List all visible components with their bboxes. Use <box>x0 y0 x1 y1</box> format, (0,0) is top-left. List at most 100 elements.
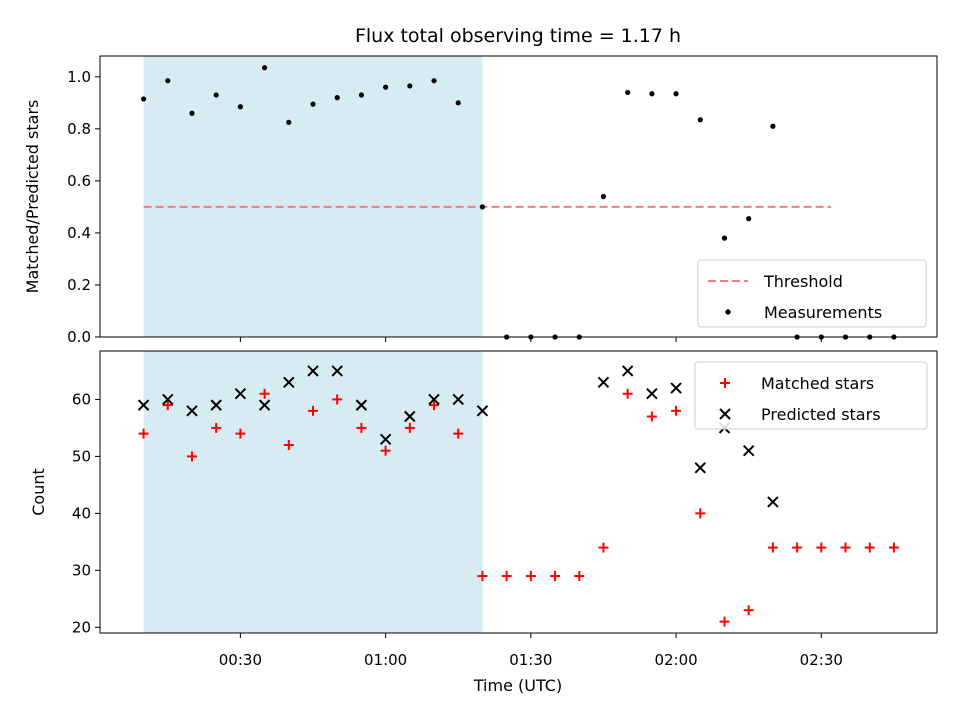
top-legend <box>697 259 927 328</box>
top-measurement-point <box>479 204 486 210</box>
top-measurement-point <box>746 216 752 222</box>
bottom-matched-point <box>235 428 246 439</box>
bottom-matched-point <box>719 616 730 627</box>
bottom-predicted-point <box>283 376 295 389</box>
bottom-predicted-point <box>597 376 610 389</box>
bottom-legend-matched-marker <box>720 378 730 388</box>
x-axis-label: Time (UTC) <box>473 676 562 695</box>
bottom-y-tick-label: 20 <box>72 618 91 636</box>
top-measurement-point <box>721 235 728 241</box>
bottom-panel: 20 30 40 50 60 Count Matched stars Predicted st… <box>29 350 938 669</box>
bottom-matched-point <box>598 542 609 553</box>
top-measurement-point <box>213 92 219 98</box>
top-y-tick-label: 0.8 <box>67 120 91 138</box>
bottom-matched-point <box>767 542 778 553</box>
top-y-tick-label: 0.2 <box>67 276 91 294</box>
top-measurement-point <box>358 92 365 98</box>
bottom-predicted-point <box>234 388 247 400</box>
bottom-y-tick-label: 60 <box>72 390 91 408</box>
bottom-matched-point <box>888 542 899 553</box>
bottom-matched-point <box>477 571 488 582</box>
top-y-tick-label: 0.0 <box>67 328 91 346</box>
top-legend-label: Threshold <box>763 272 843 291</box>
bottom-predicted-point <box>767 496 779 508</box>
top-measurement-point <box>455 100 461 106</box>
bottom-predicted-point <box>404 410 416 423</box>
top-legend-label: Measurements <box>764 303 882 322</box>
top-measurement-point <box>431 78 437 84</box>
bottom-matched-point <box>743 605 754 616</box>
bottom-legend <box>694 361 928 430</box>
bottom-predicted-point <box>476 405 489 417</box>
bottom-predicted-point <box>186 405 198 417</box>
bottom-matched-point <box>840 542 851 553</box>
bottom-matched-point <box>186 451 197 462</box>
bottom-matched-point <box>356 422 367 433</box>
top-measurement-point <box>649 91 655 97</box>
x-tick-label: 02:30 <box>800 651 843 669</box>
bottom-predicted-point <box>428 393 440 406</box>
x-tick-label: 00:30 <box>219 651 262 669</box>
bottom-matched-point <box>283 440 294 450</box>
bottom-y-tick-label: 40 <box>72 504 91 522</box>
bottom-predicted-point <box>621 365 634 377</box>
bottom-predicted-point <box>742 444 755 457</box>
top-measurement-point <box>383 84 389 90</box>
bottom-matched-point <box>211 422 222 433</box>
bottom-matched-point <box>816 542 827 553</box>
bottom-matched-point <box>429 400 440 411</box>
bottom-predicted-point <box>210 399 222 411</box>
bottom-y-tick-label: 30 <box>72 561 91 579</box>
top-observing-span <box>143 56 483 337</box>
bottom-legend-predicted-marker <box>719 408 731 420</box>
bottom-predicted-point <box>670 382 682 394</box>
bottom-matched-point <box>380 445 391 456</box>
bottom-predicted-point <box>694 462 706 474</box>
bottom-matched-point <box>138 428 149 439</box>
bottom-predicted-point <box>258 399 271 411</box>
bottom-predicted-point <box>307 365 319 377</box>
bottom-matched-point <box>550 571 561 582</box>
top-y-axis-label: Matched/Predicted stars <box>23 100 42 294</box>
top-measurement-point <box>770 123 776 129</box>
bottom-y-tick-label: 50 <box>72 447 91 465</box>
bottom-matched-point <box>622 388 633 399</box>
bottom-matched-point <box>646 411 657 422</box>
bottom-legend-label: Predicted stars <box>761 405 881 424</box>
bottom-predicted-point <box>646 388 658 400</box>
top-measurement-point <box>261 65 268 71</box>
bottom-predicted-point <box>162 393 174 406</box>
bottom-matched-point <box>501 571 512 582</box>
top-measurement-point <box>237 104 243 110</box>
bottom-predicted-point <box>379 433 392 446</box>
top-measurement-point <box>140 96 147 102</box>
top-measurement-point <box>407 83 413 89</box>
top-measurement-point <box>697 117 703 123</box>
top-measurement-point <box>625 89 631 96</box>
bottom-matched-point <box>525 571 536 582</box>
top-measurement-point <box>310 101 316 107</box>
bottom-matched-point <box>695 508 706 519</box>
bottom-predicted-point <box>331 365 343 377</box>
chart-title: Flux total observing time = 1.17 h <box>355 25 681 47</box>
bottom-matched-point <box>864 542 875 553</box>
top-y-tick-label: 0.6 <box>67 172 91 190</box>
top-y-tick-label: 1.0 <box>67 68 91 86</box>
top-y-tick-label: 0.4 <box>67 224 91 242</box>
bottom-matched-point <box>404 422 415 433</box>
top-measurement-point <box>286 119 292 125</box>
top-measurement-point <box>189 110 195 116</box>
bottom-predicted-point <box>355 399 368 411</box>
top-measurement-point <box>673 91 679 97</box>
bottom-matched-point <box>308 405 319 416</box>
top-measurement-point <box>600 193 607 200</box>
bottom-matched-point <box>453 428 464 439</box>
bottom-matched-point <box>792 542 803 553</box>
bottom-axes-frame <box>99 350 938 634</box>
top-legend-measurement-marker <box>725 309 731 315</box>
bottom-observing-span <box>143 351 483 633</box>
bottom-predicted-point <box>452 393 464 406</box>
bottom-matched-point <box>162 400 173 411</box>
bottom-matched-point <box>574 571 585 582</box>
